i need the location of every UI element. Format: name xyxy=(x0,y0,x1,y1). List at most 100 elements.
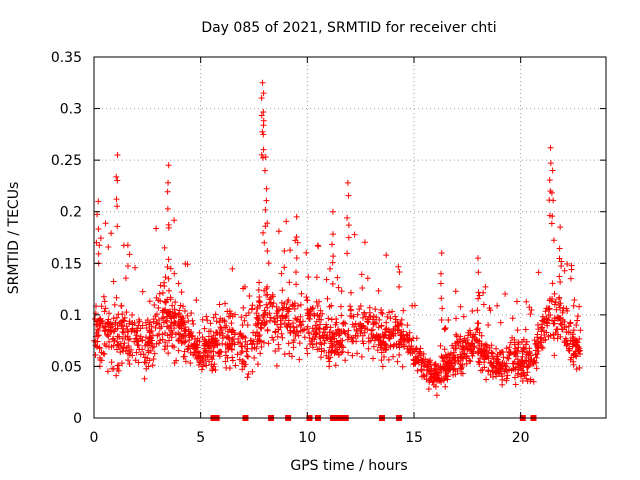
data-point xyxy=(481,364,488,371)
data-point xyxy=(323,333,330,340)
data-point xyxy=(109,365,116,372)
data-point xyxy=(348,313,355,320)
data-point xyxy=(189,332,196,339)
data-point xyxy=(314,312,321,319)
data-point xyxy=(361,239,368,246)
data-point xyxy=(380,353,387,360)
data-point xyxy=(182,358,189,365)
data-point xyxy=(309,344,316,351)
data-point xyxy=(123,323,130,330)
data-point xyxy=(150,316,157,323)
data-point xyxy=(394,319,401,326)
data-point xyxy=(153,225,160,232)
data-point xyxy=(171,306,178,313)
data-point xyxy=(165,287,172,294)
data-point xyxy=(141,359,148,366)
data-point xyxy=(116,320,123,327)
peak-point xyxy=(259,79,266,86)
data-point xyxy=(304,297,311,304)
data-point xyxy=(349,352,356,359)
data-point xyxy=(562,335,569,342)
data-point xyxy=(260,229,267,236)
data-point xyxy=(251,354,258,361)
data-point xyxy=(231,341,238,348)
data-point xyxy=(519,367,526,374)
data-point xyxy=(394,358,401,365)
data-point xyxy=(569,334,576,341)
peak-point xyxy=(344,250,351,257)
data-point xyxy=(508,367,515,374)
data-point xyxy=(264,304,271,311)
peak-point xyxy=(260,90,267,97)
data-point xyxy=(120,329,127,336)
data-point xyxy=(178,289,185,296)
data-point xyxy=(298,290,305,297)
data-point xyxy=(335,284,342,291)
data-point xyxy=(456,336,463,343)
data-point xyxy=(238,314,245,321)
peak-point xyxy=(329,280,336,287)
data-point xyxy=(94,338,101,345)
data-point xyxy=(172,299,179,306)
data-point xyxy=(475,358,482,365)
x-tick-label: 0 xyxy=(90,430,99,446)
data-point xyxy=(159,289,166,296)
data-point xyxy=(153,320,160,327)
data-point xyxy=(511,350,518,357)
data-point xyxy=(254,361,261,368)
data-point xyxy=(576,347,583,354)
data-point xyxy=(156,290,163,297)
data-point xyxy=(290,339,297,346)
data-point xyxy=(512,364,519,371)
data-point xyxy=(261,287,268,294)
peak-point xyxy=(345,222,352,229)
data-point xyxy=(474,326,481,333)
data-point xyxy=(239,366,246,373)
data-point xyxy=(427,375,434,382)
data-point xyxy=(257,324,264,331)
data-point xyxy=(453,345,460,352)
data-point xyxy=(570,327,577,334)
data-point xyxy=(364,316,371,323)
data-point xyxy=(193,355,200,362)
data-point xyxy=(551,352,558,359)
data-point xyxy=(119,311,126,318)
data-point xyxy=(162,339,169,346)
data-point xyxy=(471,344,478,351)
data-point xyxy=(124,326,131,333)
data-point xyxy=(332,362,339,369)
data-point xyxy=(457,353,464,360)
data-point xyxy=(315,243,322,250)
data-point xyxy=(261,319,268,326)
data-point xyxy=(354,311,361,318)
data-point xyxy=(273,362,280,369)
data-point xyxy=(494,367,501,374)
data-point xyxy=(244,374,251,381)
peak-point xyxy=(549,167,556,174)
data-point xyxy=(449,362,456,369)
data-point xyxy=(499,373,506,380)
data-point xyxy=(481,359,488,366)
y-tick-label: 0.25 xyxy=(51,153,82,169)
data-point xyxy=(544,322,551,329)
data-point xyxy=(286,279,293,286)
data-point xyxy=(119,335,126,342)
data-point xyxy=(549,317,556,324)
data-point xyxy=(519,353,526,360)
data-point xyxy=(297,327,304,334)
data-point xyxy=(175,337,182,344)
data-point xyxy=(332,321,339,328)
data-point xyxy=(126,361,133,368)
data-point xyxy=(495,356,502,363)
data-point xyxy=(404,322,411,329)
data-point xyxy=(425,385,432,392)
data-point xyxy=(518,373,525,380)
data-point xyxy=(392,330,399,337)
data-point xyxy=(235,339,242,346)
peak-point xyxy=(474,307,481,314)
data-point xyxy=(451,355,458,362)
data-point xyxy=(229,265,236,272)
peak-point xyxy=(438,295,445,302)
data-point xyxy=(182,260,189,267)
data-point xyxy=(264,311,271,318)
